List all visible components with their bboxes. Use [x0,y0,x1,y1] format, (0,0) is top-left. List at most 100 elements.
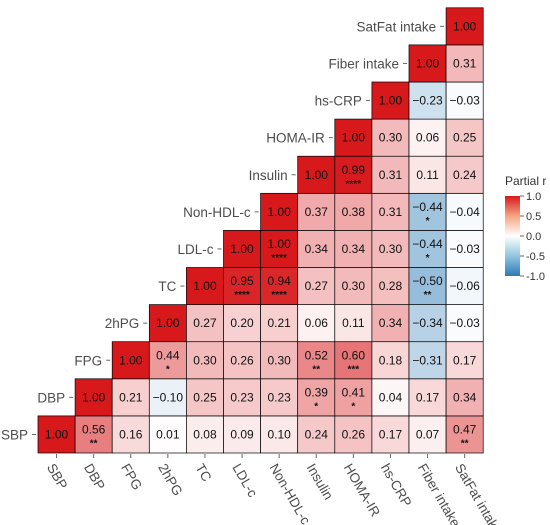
cell-value-label: 0.20 [230,316,254,330]
heatmap-cell [334,267,373,305]
legend-tick-label: 0.5 [526,211,541,223]
cell-value-label: 1.00 [305,168,329,182]
heatmap-cell [297,155,336,194]
heatmap-cell [297,304,336,343]
heatmap-cell [445,267,484,305]
cell-value-label: 0.99 [342,163,366,177]
cell-value-label: 0.06 [305,316,329,330]
cell-value-label: 0.30 [193,353,217,367]
heatmap-cell [186,304,224,343]
cell-value-label: 0.52 [305,348,329,362]
cell-value-label: 1.00 [193,279,217,293]
heatmap-cell [445,192,484,231]
heatmap-cell [371,81,410,120]
heatmap-cell [297,192,336,231]
cell-value-label: 0.31 [379,205,403,219]
cell-value-label: 0.37 [305,205,329,219]
heatmap-cell [371,230,410,268]
cell-value-label: 1.00 [267,205,291,219]
heatmap-cell [408,192,447,231]
cell-value-label: 0.24 [453,168,477,182]
cell-significance-label: **** [346,179,362,190]
row-label: hs-CRP [315,94,362,109]
cell-value-label: 0.23 [230,390,254,404]
cell-value-label: −0.03 [449,242,480,256]
cell-value-label: 0.11 [416,168,439,182]
cell-value-label: 1.00 [156,316,180,330]
heatmap-cell [445,81,484,120]
cell-value-label: 0.27 [193,316,217,330]
heatmap-cell [297,230,336,268]
cell-value-label: −0.44 [412,200,443,214]
cell-value-label: 1.00 [453,19,477,33]
cell-significance-label: * [166,364,170,375]
heatmap-cell [186,378,224,417]
cell-significance-label: **** [234,290,250,301]
cell-value-label: 0.08 [193,427,217,441]
cell-value-label: 1.00 [267,237,291,251]
cell-value-label: 0.11 [342,316,365,330]
heatmap-cell [445,230,484,268]
cell-value-label: −0.44 [412,237,443,251]
cell-value-label: −0.34 [412,316,443,330]
cell-value-label: 0.10 [267,427,291,441]
heatmap-cell [297,378,336,417]
cell-value-label: 0.21 [119,390,143,404]
heatmap-cell [445,415,484,454]
column-label: SBP [44,461,70,492]
heatmap-cell [74,378,113,417]
cell-significance-label: ** [312,364,320,375]
cell-value-label: 0.30 [267,353,291,367]
row-label: SatFat intake [357,19,437,34]
cell-value-label: 0.28 [379,279,403,293]
cell-value-label: 1.00 [342,131,366,145]
cell-value-label: 0.01 [156,427,180,441]
cell-significance-label: **** [271,253,287,264]
cell-value-label: −0.03 [449,94,480,108]
heatmap-cell [223,304,261,343]
cell-value-label: 0.34 [453,390,477,404]
cell-value-label: 0.30 [379,242,403,256]
heatmap-cell [371,118,410,157]
column-label: DBP [81,461,108,493]
heatmap-cell [371,267,410,305]
row-label: HOMA-IR [266,131,325,146]
column-label: FPG [118,461,145,493]
cell-value-label: 1.00 [82,390,106,404]
row-label: 2hPG [105,316,140,331]
cell-value-label: 0.18 [379,353,403,367]
row-label: LDL-c [177,242,213,257]
row-label: DBP [37,390,65,405]
cell-value-label: 0.38 [342,205,366,219]
heatmap-cell [445,44,484,83]
cell-value-label: −0.03 [449,316,480,330]
heatmap-cell [223,378,261,417]
heatmap-cell [297,341,336,380]
cell-value-label: 0.24 [305,427,329,441]
cell-value-label: 1.00 [416,56,440,70]
column-label: HOMA-IR [341,461,383,519]
cell-value-label: 0.09 [230,427,254,441]
heatmap-cell [260,267,299,305]
cell-significance-label: ** [461,438,469,449]
cell-value-label: 0.06 [416,131,440,145]
heatmap-cell [223,341,261,380]
cell-value-label: 1.00 [119,353,143,367]
heatmap-cell [334,378,373,417]
heatmap-cell [371,155,410,194]
cell-value-label: −0.10 [153,390,184,404]
cell-significance-label: * [426,253,430,264]
legend-tick-label: 1.0 [526,191,541,203]
cell-value-label: −0.23 [412,94,443,108]
cell-value-label: 0.07 [416,427,440,441]
cell-significance-label: *** [348,364,360,375]
heatmap-cell [223,230,261,268]
cell-value-label: −0.31 [412,353,443,367]
heatmap-cell [445,304,484,343]
column-label: hs-CRP [378,461,415,509]
heatmap-cell [334,118,373,157]
heatmap-cell [334,415,373,454]
cell-value-label: 0.34 [379,316,403,330]
cell-value-label: 0.30 [379,131,403,145]
